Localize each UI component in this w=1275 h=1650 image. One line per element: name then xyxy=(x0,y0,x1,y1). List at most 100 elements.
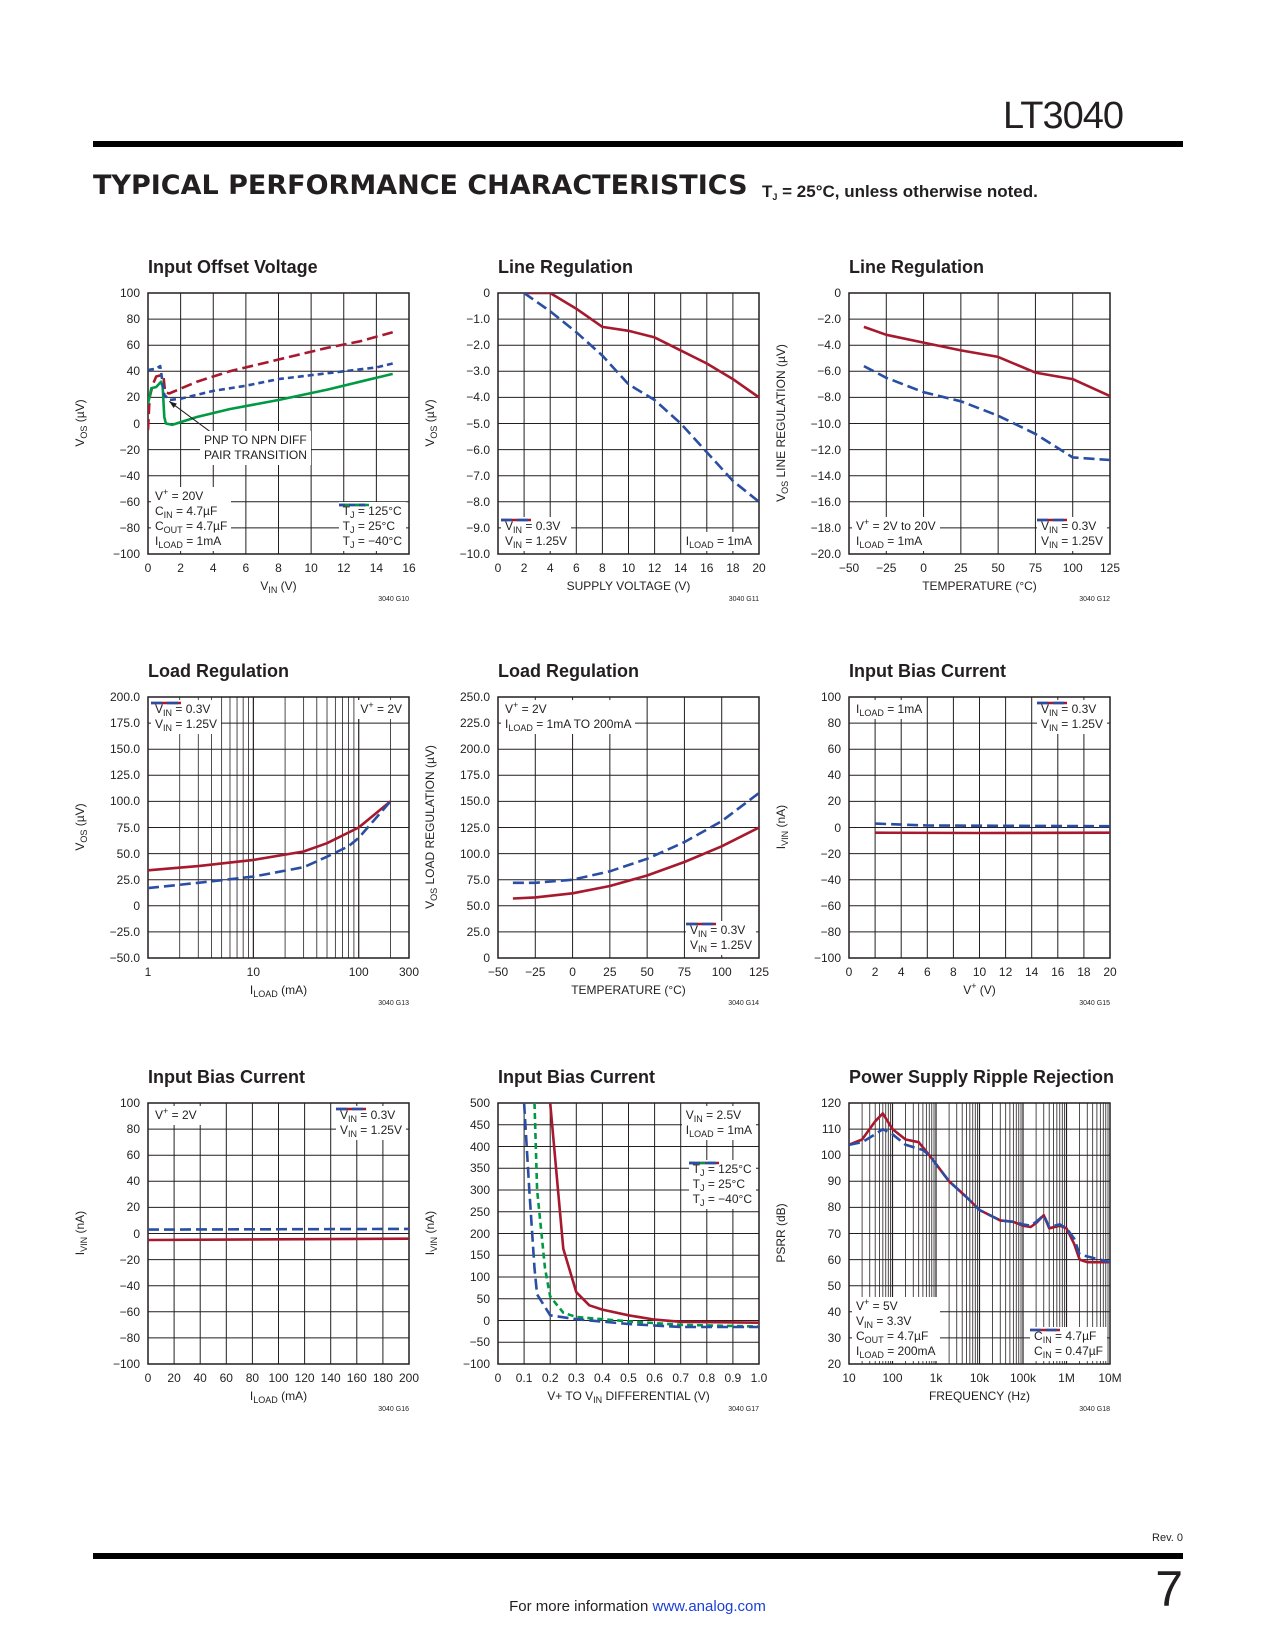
x-axis-label: ILOAD (mA) xyxy=(249,983,308,999)
x-tick-label: 6 xyxy=(923,965,931,979)
y-tick-label: 70 xyxy=(827,1226,841,1241)
annotation: V+ = 2V xyxy=(151,1106,201,1125)
plot-frame xyxy=(147,696,410,959)
y-tick-label: 100 xyxy=(119,1096,140,1110)
annotation-arrow xyxy=(168,400,214,435)
y-axis-label: PSRR (dB) xyxy=(774,1203,788,1263)
series-line-3 xyxy=(522,1103,759,1329)
y-tick-label: 175.0 xyxy=(109,716,140,731)
figure-code: 3040 G14 xyxy=(728,1000,759,1007)
y-tick-label: 40 xyxy=(126,1174,140,1189)
y-tick-label: 80 xyxy=(827,1200,841,1215)
x-tick-label: 6 xyxy=(572,561,580,575)
x-tick-label: 200 xyxy=(398,1371,420,1385)
legend-swatch xyxy=(1036,518,1067,522)
legend: VIN = 0.3V VIN = 1.25V xyxy=(151,700,222,734)
x-tick-label: 125 xyxy=(1099,561,1121,575)
legend-item: VIN = 1.25V xyxy=(1036,701,1103,733)
x-tick-label: 10 xyxy=(246,965,261,979)
legend: TJ = 125°C TJ = 25°C TJ = −40°C xyxy=(338,502,406,551)
annotation-line: PNP TO NPN DIFF xyxy=(204,433,307,447)
legend-swatch xyxy=(688,1161,719,1165)
y-axis-label: VOS (µV) xyxy=(73,399,89,447)
legend-label: VIN = 0.3V xyxy=(505,519,561,535)
x-axis-label: TEMPERATURE (°C) xyxy=(922,579,1037,593)
y-tick-label: 150.0 xyxy=(109,742,140,757)
x-tick-label: 10M xyxy=(1098,1371,1122,1385)
annotation-line: V+ = 5V xyxy=(856,1297,898,1314)
footer-info: For more information www.analog.com xyxy=(0,1598,1275,1615)
x-tick-label: 10 xyxy=(304,561,318,575)
legend-label: VIN = 1.25V xyxy=(1040,717,1103,733)
x-tick-label: 75 xyxy=(677,965,692,979)
legend-label: VIN = 1.25V xyxy=(505,534,568,550)
annotation-line: ILOAD = 1mA xyxy=(856,702,923,718)
series-line-2 xyxy=(849,1127,1110,1264)
legend-label: VIN = 0.3V xyxy=(689,923,746,939)
legend-label: VIN = 1.25V xyxy=(339,1123,402,1139)
x-tick-label: 2 xyxy=(520,561,528,575)
x-axis-label: VIN (V) xyxy=(260,579,297,595)
annotation-line: VIN = 3.3V xyxy=(856,1314,912,1330)
x-tick-label: 14 xyxy=(1025,965,1039,979)
y-tick-label: 60 xyxy=(827,742,841,757)
plot-area xyxy=(848,292,1111,555)
figure-code: 3040 G18 xyxy=(1079,1406,1110,1413)
x-tick-label: 18 xyxy=(726,561,740,575)
x-tick-label: 0.7 xyxy=(672,1371,690,1385)
website-link[interactable]: www.analog.com xyxy=(652,1598,766,1615)
legend-label: CIN = 4.7µF xyxy=(1034,1329,1097,1345)
y-tick-label: −20 xyxy=(820,846,841,861)
y-tick-label: 200 xyxy=(469,1226,490,1241)
legend-swatch xyxy=(685,922,716,926)
chart-9: Power Supply Ripple Rejection 120 110 100 90… xyxy=(774,1067,1122,1413)
annotation: V+ = 20V CIN = 4.7µF COUT = 4.7µF ILOAD = 1… xyxy=(151,487,232,551)
y-tick-label: −20 xyxy=(119,442,140,457)
y-axis-label: VOS (µV) xyxy=(423,399,439,447)
x-tick-label: 25 xyxy=(603,965,617,979)
x-tick-label: 50 xyxy=(640,965,654,979)
x-tick-label: −25 xyxy=(525,965,546,979)
y-tick-label: −1.0 xyxy=(466,312,490,327)
chart-title: Load Regulation xyxy=(148,661,289,681)
series-line-2 xyxy=(533,1103,759,1328)
header-rule xyxy=(93,141,1183,147)
annotation: VIN = 2.5V ILOAD = 1mA xyxy=(681,1106,756,1140)
chart-3: Line Regulation 0 −2.0 −4.0 −6.0 −8.0 −10.0 −12… xyxy=(774,257,1120,603)
y-tick-label: 0 xyxy=(483,951,490,965)
annotation-line: V+ = 20V xyxy=(155,487,204,504)
figure-code: 3040 G12 xyxy=(1079,596,1110,603)
y-tick-label: −9.0 xyxy=(466,520,490,535)
figure-code: 3040 G11 xyxy=(728,596,759,603)
revision: Rev. 0 xyxy=(1152,1532,1183,1544)
chart-title: Load Regulation xyxy=(498,661,639,681)
series-line-3 xyxy=(148,362,394,402)
legend-label: TJ = −40°C xyxy=(692,1192,752,1208)
plot-frame xyxy=(497,292,760,555)
chart-5: Load Regulation 250.0 225.0 200.0 175.0 150.0… xyxy=(423,661,769,1007)
x-axis-label: FREQUENCY (Hz) xyxy=(928,1389,1031,1403)
arrowhead-icon xyxy=(169,401,177,408)
figure-code: 3040 G10 xyxy=(378,596,409,603)
x-tick-label: 0.1 xyxy=(515,1371,533,1385)
y-tick-label: 225.0 xyxy=(459,716,490,731)
y-tick-label: 100 xyxy=(820,690,841,704)
x-axis-label: V+ (V) xyxy=(963,981,996,998)
y-tick-label: 80 xyxy=(126,312,140,327)
footer-rule xyxy=(93,1553,1183,1559)
plot-frame xyxy=(848,696,1111,959)
y-tick-label: 300 xyxy=(469,1183,490,1197)
y-tick-label: 100.0 xyxy=(109,794,140,809)
chart-title: Input Bias Current xyxy=(849,661,1007,681)
chart-8: Input Bias Current 500 450 400 350 300 250 200 1… xyxy=(423,1067,767,1413)
y-tick-label: −100 xyxy=(112,547,140,561)
y-tick-label: 25.0 xyxy=(466,924,490,939)
legend: VIN = 0.3V VIN = 1.25V xyxy=(501,517,572,551)
annotation: ILOAD = 1mA xyxy=(852,700,927,719)
x-tick-label: 25 xyxy=(954,561,968,575)
legend-label: TJ = 125°C xyxy=(342,504,402,520)
annotation-line: ILOAD = 1mA xyxy=(856,534,923,550)
y-tick-label: −80 xyxy=(820,924,841,939)
annotation-line: ILOAD = 1mA xyxy=(685,1123,752,1139)
y-tick-label: 100 xyxy=(119,286,140,300)
